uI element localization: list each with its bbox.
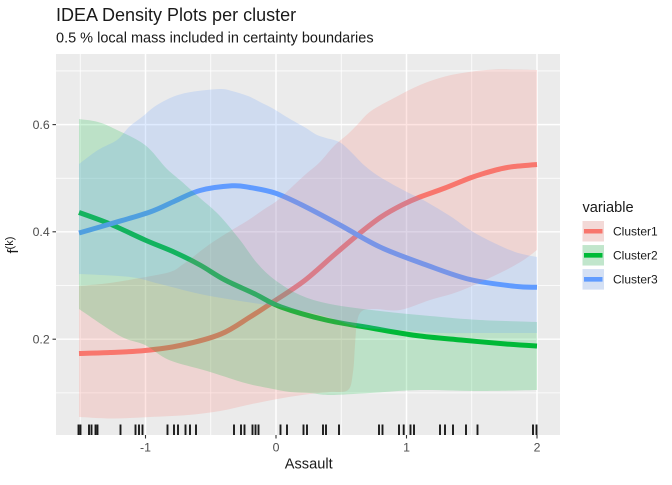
svg-text:0: 0 xyxy=(273,440,280,454)
svg-text:0.5 % local mass included in c: 0.5 % local mass included in certainty b… xyxy=(56,31,374,47)
svg-text:Cluster1: Cluster1 xyxy=(613,224,658,238)
svg-text:variable: variable xyxy=(583,200,634,216)
svg-text:0.6: 0.6 xyxy=(33,118,50,132)
svg-text:IDEA Density Plots per cluster: IDEA Density Plots per cluster xyxy=(56,5,296,25)
svg-text:Cluster3: Cluster3 xyxy=(613,273,658,287)
svg-text:2: 2 xyxy=(534,440,541,454)
svg-text:0.4: 0.4 xyxy=(33,225,50,239)
svg-text:1: 1 xyxy=(403,440,410,454)
svg-text:0.2: 0.2 xyxy=(33,332,50,346)
svg-text:-1: -1 xyxy=(140,440,151,454)
svg-text:Assault: Assault xyxy=(285,457,333,473)
svg-text:Cluster2: Cluster2 xyxy=(613,249,658,263)
